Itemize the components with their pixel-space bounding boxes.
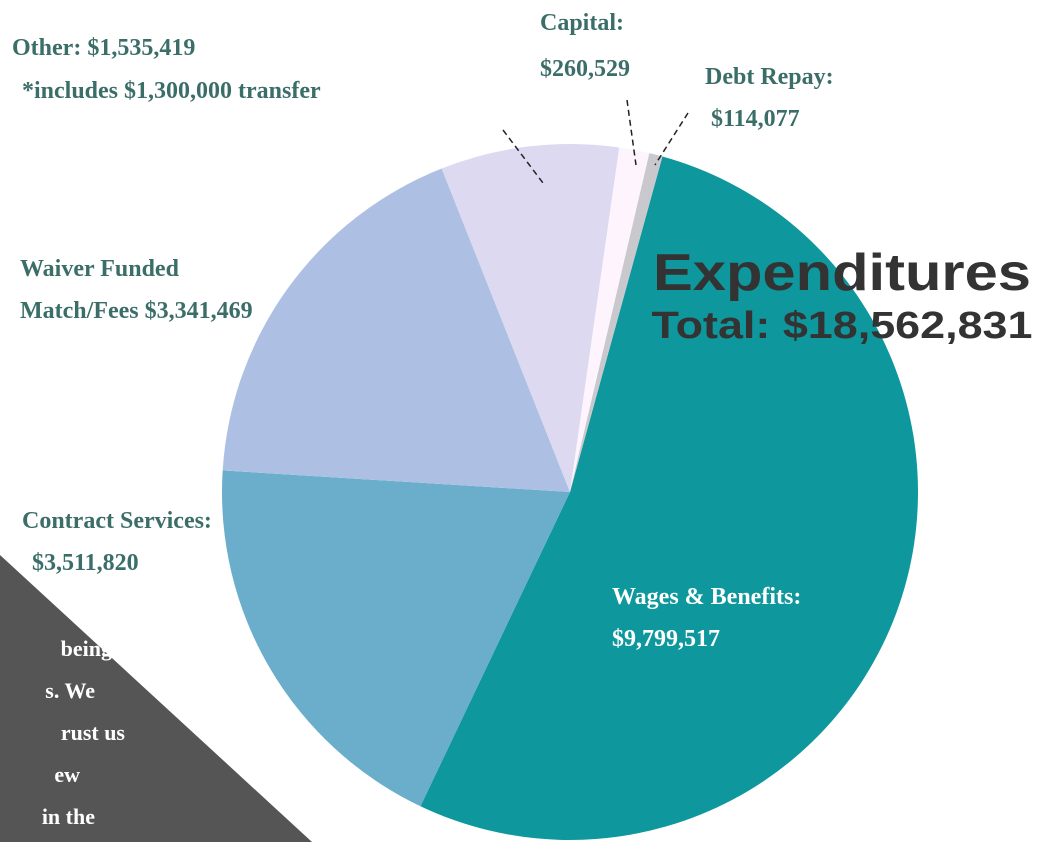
value-label: $9,799,517: [612, 626, 720, 652]
value-label: $114,077: [711, 106, 800, 132]
slice-label: Other: $1,535,419: [12, 27, 195, 69]
pie: [222, 143, 918, 840]
pie-slice: [570, 153, 663, 492]
value-label: $260,529: [540, 56, 630, 82]
leader-line: [502, 129, 544, 184]
pie-slice: [441, 143, 620, 492]
value-label: $1,535,419: [87, 35, 196, 61]
category-label: Capital:: [540, 10, 624, 36]
category-label: Waiver Funded Match/Fees: [20, 256, 179, 324]
slice-label: Debt Repay: $114,077: [705, 56, 834, 140]
pie-slice: [222, 168, 571, 492]
leader-line: [654, 112, 689, 166]
side-note-line: in the: [42, 804, 95, 829]
annotation: *includes $1,300,000 transfer: [22, 78, 321, 104]
slice-label: Waiver Funded Match/Fees $3,341,469: [20, 248, 260, 332]
slice-label: Wages & Benefits: $9,799,517: [612, 576, 801, 660]
side-note-line: being: [61, 636, 112, 661]
category-label: Debt Repay:: [705, 64, 834, 90]
category-label: Other:: [12, 35, 82, 61]
value-label: $3,511,820: [32, 550, 139, 576]
category-label: Contract Services:: [22, 508, 212, 534]
slice-label: Contract Services: $3,511,820: [22, 500, 212, 584]
note-triangle: [0, 555, 312, 842]
side-note: being s. We rust us ew in the: [42, 636, 126, 829]
pie-slice: [222, 470, 570, 807]
value-label: $3,341,469: [144, 298, 253, 324]
slice-label: Capital: $260,529: [540, 0, 630, 92]
chart-subtitle: Total: $18,562,831: [652, 305, 1033, 347]
side-note-line: s. We: [45, 678, 95, 703]
pie-slice: [570, 147, 650, 492]
category-label: Wages & Benefits:: [612, 584, 802, 610]
side-note-line: rust us: [61, 720, 126, 745]
pie-slice: [420, 156, 918, 840]
leader-lines: [502, 99, 689, 184]
leader-line: [626, 99, 637, 166]
chart-title: Expenditures: [653, 244, 1031, 302]
side-note-line: ew: [54, 762, 80, 787]
